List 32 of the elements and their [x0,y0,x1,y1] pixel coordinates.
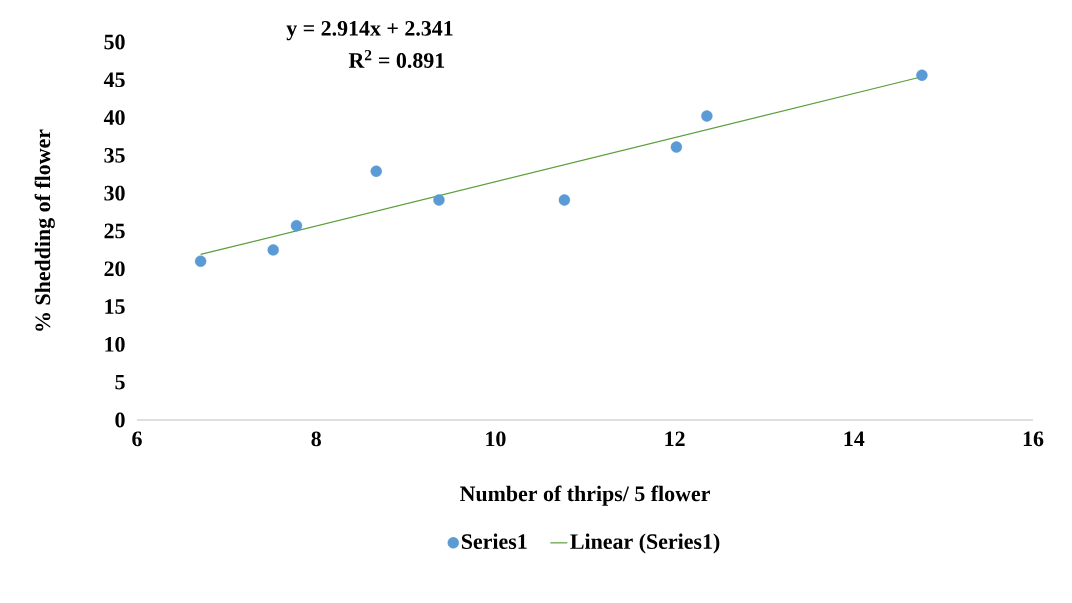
y-tick-label: 20 [104,261,125,277]
y-tick-label: 25 [104,223,125,239]
y-tick-label: 15 [105,299,125,314]
x-tick-label: 10 [486,431,506,447]
y-tick-label: 50 [104,34,125,50]
point [916,69,928,81]
point [267,244,279,256]
y-tick-label: 0 [115,412,125,428]
x-tick-label: 12 [665,431,685,446]
point [290,219,303,232]
y-tick-label: 40 [103,110,125,125]
y-axis-title: % Shedding of flower [34,129,55,331]
y-tick-label: 10 [105,336,125,352]
legend-label: Series1 [461,533,527,550]
point [701,110,713,122]
point [670,141,683,153]
y-tick-label: 30 [104,185,125,201]
y-tick-label: 5 [115,374,125,390]
legend-label: Linear (Series1) [570,533,720,554]
x-axis-title: Number of thrips/ 5 flower [460,485,710,506]
y-tick-label: 45 [103,72,125,88]
x-tick-label: 16 [1023,431,1044,447]
x-tick-label: 14 [844,431,865,446]
x-tick-label: 8 [311,431,321,447]
y-tick-label: 35 [104,148,125,163]
point [194,255,207,267]
point [558,194,571,206]
x-tick-label: 6 [132,431,142,447]
text: y = 2.914x + 2.341 [286,21,453,41]
point [370,165,382,177]
annotation: R$^{2}$ = 0.891 [348,50,445,68]
point [433,194,445,206]
